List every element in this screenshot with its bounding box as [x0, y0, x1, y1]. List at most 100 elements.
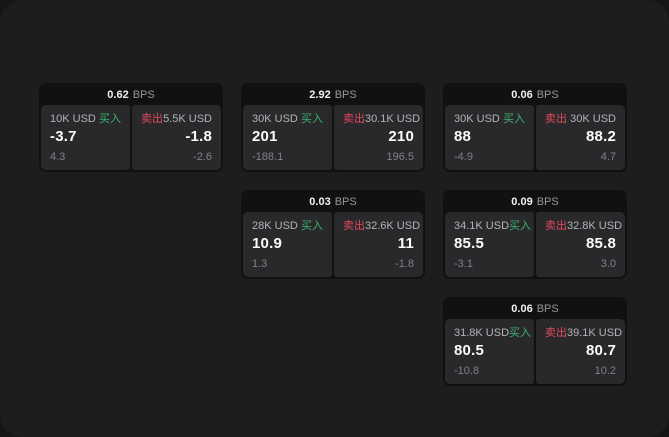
buy-side-label: 买入: [301, 113, 323, 125]
buy-label-row: 30K USD 买入: [454, 113, 525, 125]
bps-unit-label: BPS: [334, 89, 357, 101]
buy-panel[interactable]: 30K USD 买入 201 -188.1: [243, 105, 332, 170]
quote-cards-grid: 0.62 BPS 10K USD 买入 -3.7 4.3 卖出: [39, 83, 627, 386]
buy-label-row: 34.1K USD 买入: [454, 220, 531, 232]
sell-panel[interactable]: 卖出 5.5K USD -1.8 -2.6: [132, 105, 221, 170]
sell-main-value: 210: [388, 128, 414, 145]
sell-amount-label: 30.1K USD: [365, 113, 421, 125]
bps-unit-label: BPS: [132, 89, 155, 101]
buy-panel[interactable]: 10K USD 买入 -3.7 4.3: [41, 105, 130, 170]
sell-side-label: 卖出: [545, 113, 567, 125]
buy-sub-value: 4.3: [50, 151, 66, 163]
buy-amount-label: 31.8K USD: [454, 327, 510, 339]
card-header: 0.06 BPS: [445, 85, 625, 105]
buy-amount-label: 34.1K USD: [454, 220, 510, 232]
buy-sub-value: -4.9: [454, 151, 473, 163]
quote-card: 0.09 BPS 34.1K USD 买入 85.5 -3.1 卖出: [443, 190, 627, 279]
buy-amount-label: 30K USD: [252, 113, 298, 125]
sell-main-value: 80.7: [586, 342, 616, 359]
buy-amount-label: 28K USD: [252, 220, 298, 232]
buy-main-value: 85.5: [454, 235, 484, 252]
sell-amount-label: 32.6K USD: [365, 220, 421, 232]
sell-panel[interactable]: 卖出 30.1K USD 210 196.5: [334, 105, 423, 170]
sell-sub-value: 10.2: [594, 365, 616, 377]
sell-panel[interactable]: 卖出 30K USD 88.2 4.7: [536, 105, 625, 170]
card-header: 0.09 BPS: [445, 192, 625, 212]
buy-panel[interactable]: 31.8K USD 买入 80.5 -10.8: [445, 319, 534, 384]
buy-sub-value: -188.1: [252, 151, 284, 163]
sell-main-value: 88.2: [586, 128, 616, 145]
sell-main-value: -1.8: [185, 128, 212, 145]
sell-side-label: 卖出: [545, 220, 567, 232]
sell-side-label: 卖出: [343, 220, 365, 232]
sell-main-value: 11: [397, 235, 414, 252]
sell-label-row: 卖出 5.5K USD: [141, 113, 212, 125]
bps-unit-label: BPS: [536, 303, 559, 315]
sell-side-label: 卖出: [343, 113, 365, 125]
sell-side-label: 卖出: [141, 113, 163, 125]
sell-amount-label: 5.5K USD: [163, 113, 212, 125]
sell-sub-value: 4.7: [600, 151, 616, 163]
sell-label-row: 卖出 30.1K USD: [343, 113, 420, 125]
bps-value: 0.09: [511, 196, 533, 208]
bps-value: 0.62: [107, 89, 129, 101]
bps-value: 2.92: [309, 89, 331, 101]
card-panels: 31.8K USD 买入 80.5 -10.8 卖出 39.1K USD 80.…: [445, 319, 625, 384]
buy-amount-label: 30K USD: [454, 113, 500, 125]
sell-amount-label: 30K USD: [570, 113, 616, 125]
sell-amount-label: 39.1K USD: [567, 327, 623, 339]
card-panels: 34.1K USD 买入 85.5 -3.1 卖出 32.8K USD 85.8…: [445, 212, 625, 277]
card-panels: 28K USD 买入 10.9 1.3 卖出 32.6K USD 11 -1.8: [243, 212, 423, 277]
buy-main-value: 80.5: [454, 342, 484, 359]
quote-card: 0.06 BPS 31.8K USD 买入 80.5 -10.8 卖: [443, 297, 627, 386]
sell-main-value: 85.8: [586, 235, 616, 252]
card-header: 2.92 BPS: [243, 85, 423, 105]
buy-panel[interactable]: 28K USD 买入 10.9 1.3: [243, 212, 332, 277]
card-header: 0.62 BPS: [41, 85, 221, 105]
sell-amount-label: 32.8K USD: [567, 220, 623, 232]
buy-main-value: 88: [454, 128, 472, 145]
sell-label-row: 卖出 30K USD: [545, 113, 616, 125]
card-panels: 30K USD 买入 88 -4.9 卖出 30K USD 88.2 4.7: [445, 105, 625, 170]
buy-main-value: 10.9: [252, 235, 282, 252]
card-panels: 30K USD 买入 201 -188.1 卖出 30.1K USD 210 1…: [243, 105, 423, 170]
sell-sub-value: 196.5: [386, 151, 414, 163]
sell-panel[interactable]: 卖出 32.8K USD 85.8 3.0: [536, 212, 625, 277]
buy-panel[interactable]: 34.1K USD 买入 85.5 -3.1: [445, 212, 534, 277]
buy-amount-label: 10K USD: [50, 113, 96, 125]
quote-card: 2.92 BPS 30K USD 买入 201 -188.1 卖出: [241, 83, 425, 172]
buy-sub-value: -10.8: [454, 365, 480, 377]
sell-panel[interactable]: 卖出 39.1K USD 80.7 10.2: [536, 319, 625, 384]
bps-value: 0.06: [511, 303, 533, 315]
bps-unit-label: BPS: [536, 89, 559, 101]
buy-sub-value: 1.3: [252, 258, 268, 270]
quote-card: 0.03 BPS 28K USD 买入 10.9 1.3 卖出: [241, 190, 425, 279]
card-header: 0.06 BPS: [445, 299, 625, 319]
sell-label-row: 卖出 32.8K USD: [545, 220, 622, 232]
buy-side-label: 买入: [301, 220, 323, 232]
buy-side-label: 买入: [509, 220, 532, 232]
buy-side-label: 买入: [503, 113, 525, 125]
buy-label-row: 31.8K USD 买入: [454, 327, 531, 339]
card-header: 0.03 BPS: [243, 192, 423, 212]
buy-panel[interactable]: 30K USD 买入 88 -4.9: [445, 105, 534, 170]
sell-panel[interactable]: 卖出 32.6K USD 11 -1.8: [334, 212, 423, 277]
buy-main-value: -3.7: [50, 128, 77, 145]
buy-sub-value: -3.1: [454, 258, 473, 270]
buy-label-row: 10K USD 买入: [50, 113, 121, 125]
buy-side-label: 买入: [509, 327, 532, 339]
bps-unit-label: BPS: [536, 196, 559, 208]
buy-label-row: 30K USD 买入: [252, 113, 323, 125]
sell-label-row: 卖出 39.1K USD: [545, 327, 622, 339]
sell-sub-value: -2.6: [193, 151, 212, 163]
buy-side-label: 买入: [99, 113, 121, 125]
quote-card: 0.06 BPS 30K USD 买入 88 -4.9 卖出: [443, 83, 627, 172]
bps-value: 0.03: [309, 196, 331, 208]
bps-unit-label: BPS: [334, 196, 357, 208]
card-panels: 10K USD 买入 -3.7 4.3 卖出 5.5K USD -1.8 -2.…: [41, 105, 221, 170]
quote-card: 0.62 BPS 10K USD 买入 -3.7 4.3 卖出: [39, 83, 223, 172]
sell-side-label: 卖出: [545, 327, 567, 339]
sell-label-row: 卖出 32.6K USD: [343, 220, 420, 232]
